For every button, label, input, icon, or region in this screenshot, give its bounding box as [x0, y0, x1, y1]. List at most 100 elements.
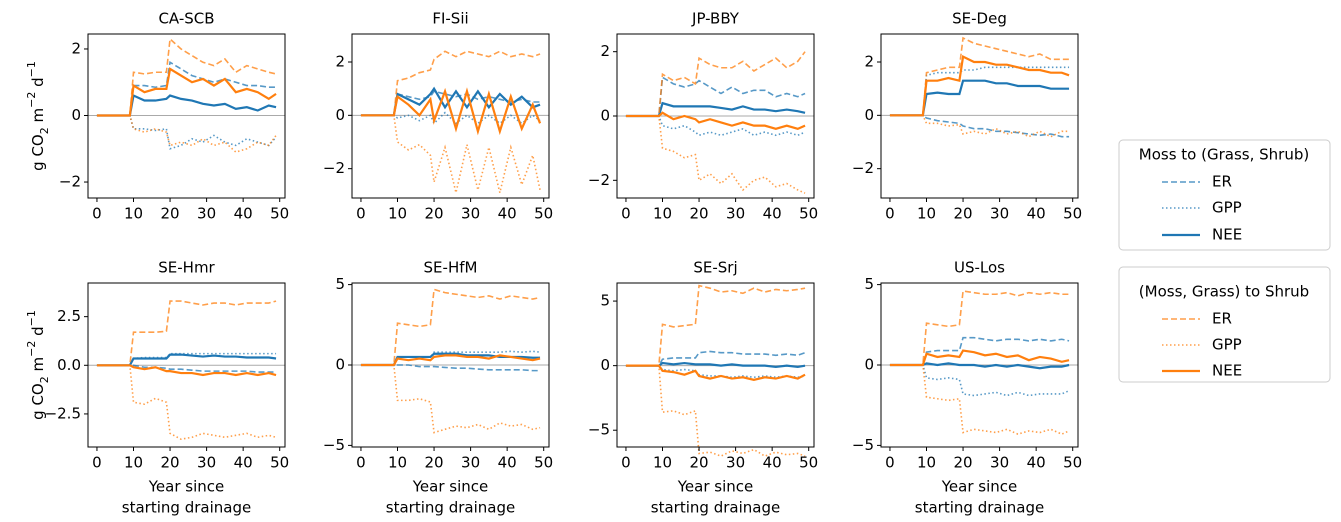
y-tick-label: 0 [71, 106, 81, 124]
series-line [889, 349, 1070, 367]
x-tick-label: 50 [799, 454, 818, 472]
series-line [625, 350, 806, 367]
x-tick-label: 0 [92, 205, 102, 223]
x-tick-label: 30 [197, 454, 216, 472]
x-tick-label: 10 [653, 205, 672, 223]
series-line [889, 66, 1070, 117]
x-tick-label: 10 [124, 205, 143, 223]
y-tick-label: 0 [864, 356, 874, 374]
series-line [889, 362, 1070, 370]
x-tick-label: 10 [917, 454, 936, 472]
series-line [96, 67, 277, 117]
y-tick-label: −2 [59, 173, 81, 191]
x-axis-label: starting drainage [122, 499, 251, 517]
x-tick-label: 50 [534, 205, 553, 223]
series-line [889, 36, 1070, 117]
x-tick-label: 10 [124, 454, 143, 472]
series-line [96, 364, 277, 373]
x-tick-label: 10 [653, 454, 672, 472]
series-line [360, 111, 541, 125]
axes-frame [880, 33, 1079, 199]
y-tick-label: 2 [600, 42, 610, 60]
axes-frame [351, 33, 550, 199]
x-tick-label: 20 [425, 454, 444, 472]
y-tick-label: 0 [335, 106, 345, 124]
y-tick-label: −2 [588, 171, 610, 189]
y-tick-label: 2 [864, 53, 874, 71]
series-line [625, 361, 806, 369]
x-tick-label: 40 [1027, 454, 1046, 472]
y-tick-label: 0 [600, 107, 610, 125]
y-tick-label: −5 [852, 436, 874, 454]
x-tick-label: 40 [498, 205, 517, 223]
series-line [96, 114, 277, 150]
x-axis-label: starting drainage [651, 499, 780, 517]
panel-title: US-Los [954, 259, 1005, 277]
x-tick-label: 20 [425, 205, 444, 223]
y-axis-label-part: −1 [25, 310, 38, 326]
series-line [360, 364, 541, 434]
x-tick-label: 50 [270, 454, 289, 472]
x-tick-label: 0 [356, 454, 366, 472]
x-tick-label: 20 [161, 205, 180, 223]
x-tick-label: 40 [234, 205, 253, 223]
x-tick-label: 0 [621, 205, 631, 223]
series-line [360, 87, 542, 136]
legend-box [1118, 139, 1331, 251]
x-tick-label: 30 [461, 205, 480, 223]
series-line [96, 60, 277, 117]
x-tick-label: 40 [234, 454, 253, 472]
y-tick-label: 0 [335, 356, 345, 374]
panel-title: SE-HfM [424, 259, 478, 277]
legend-label: NEE [1212, 362, 1242, 380]
series-line [625, 111, 806, 131]
x-tick-label: 0 [885, 454, 895, 472]
y-tick-label: −5 [323, 436, 345, 454]
x-tick-label: 30 [726, 454, 745, 472]
x-tick-label: 40 [763, 454, 782, 472]
series-line [889, 364, 1070, 436]
panel-title: SE-Hmr [158, 259, 215, 277]
series-line [96, 364, 277, 377]
series-line [96, 364, 277, 441]
x-axis-label: Year since [412, 478, 489, 496]
series-line [889, 290, 1070, 366]
legend-label: GPP [1212, 199, 1242, 217]
x-tick-label: 50 [799, 205, 818, 223]
legend-title: (Moss, Grass) to Shrub [1139, 283, 1309, 301]
series-line [360, 90, 541, 117]
legend-label: NEE [1212, 226, 1242, 244]
x-tick-label: 0 [92, 454, 102, 472]
series-line [96, 93, 277, 117]
x-axis-label: starting drainage [915, 499, 1044, 517]
y-axis-label-part: m [29, 108, 47, 127]
y-axis-label-part: d [29, 77, 47, 91]
series-line [96, 37, 277, 117]
x-tick-label: 10 [917, 205, 936, 223]
series-line [360, 288, 541, 366]
y-axis-label-part: m [29, 357, 47, 376]
x-tick-label: 40 [1027, 205, 1046, 223]
panel-title: JP-BBY [691, 10, 740, 28]
x-tick-label: 30 [726, 205, 745, 223]
series-line [625, 76, 806, 117]
x-tick-label: 20 [954, 454, 973, 472]
x-tick-label: 50 [1063, 205, 1082, 223]
series-line [889, 114, 1070, 138]
y-axis-label-part: d [29, 326, 47, 340]
x-axis-label: starting drainage [386, 499, 515, 517]
legend-label: ER [1212, 310, 1232, 328]
x-tick-label: 20 [161, 454, 180, 472]
axes-frame [616, 282, 815, 448]
series-line [889, 79, 1070, 117]
panel-title: SE-Deg [952, 10, 1007, 28]
series-line [889, 364, 1070, 397]
x-tick-label: 50 [1063, 454, 1082, 472]
x-tick-label: 30 [990, 205, 1009, 223]
y-axis-label: g CO2 m−2 d−1 [25, 310, 51, 420]
x-tick-label: 30 [461, 454, 480, 472]
y-tick-label: 5 [335, 275, 345, 293]
panel-title: SE-Srj [693, 259, 737, 277]
series-line [889, 114, 1070, 138]
